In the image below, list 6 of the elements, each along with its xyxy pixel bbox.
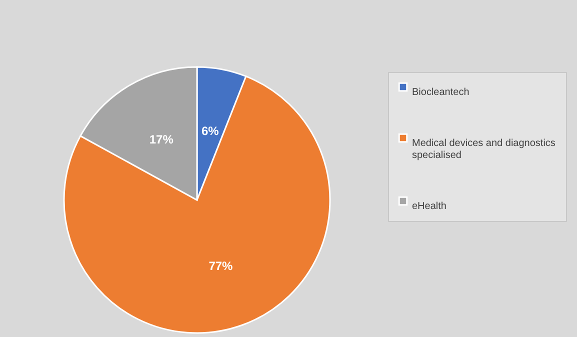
legend-label: Medical devices and diagnostics specialised bbox=[412, 138, 556, 161]
data-label: 77% bbox=[208, 258, 234, 273]
data-label: 6% bbox=[201, 124, 220, 138]
legend-label: eHealth bbox=[412, 201, 446, 212]
legend-label: Biocleantech bbox=[412, 87, 470, 98]
data-label: 17% bbox=[149, 132, 174, 147]
